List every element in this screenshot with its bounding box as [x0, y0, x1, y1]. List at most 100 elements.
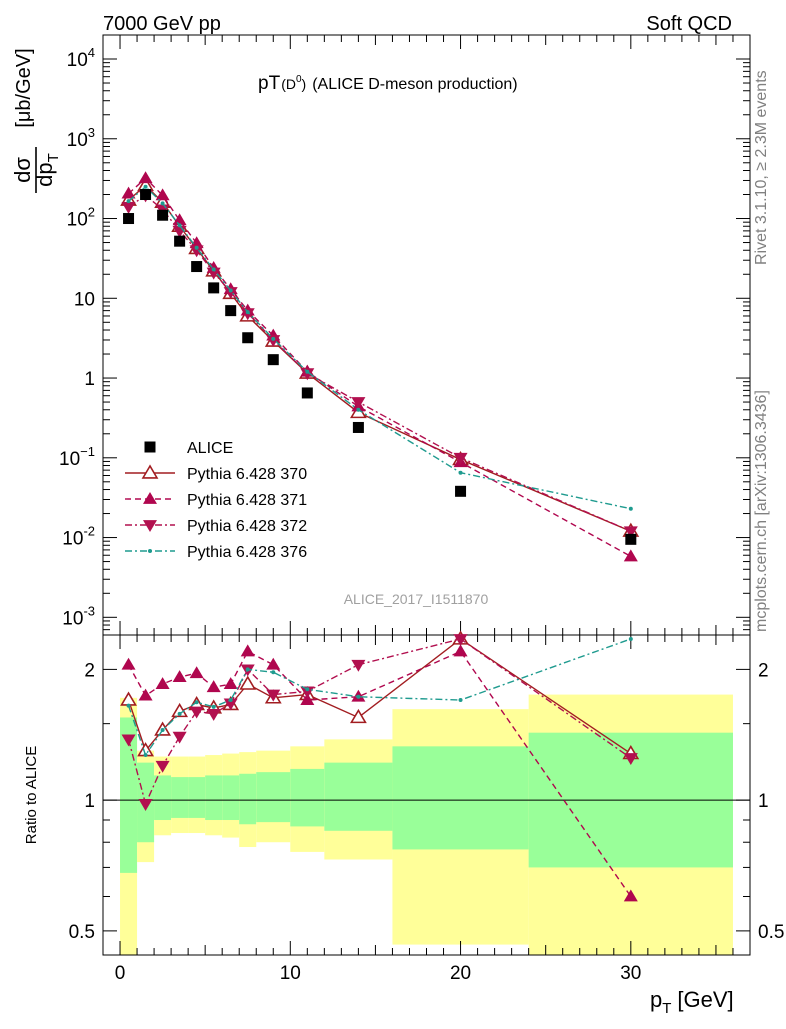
main-point	[352, 421, 364, 433]
xtick-label: 30	[620, 963, 641, 984]
legend-label: ALICE	[187, 440, 233, 457]
main-point	[189, 236, 204, 249]
ratio-point	[300, 686, 315, 699]
ratio-ytick-label-right: 1	[758, 791, 769, 812]
ratio-series-3	[126, 636, 633, 758]
main-point	[351, 397, 366, 410]
ratio-point	[458, 698, 463, 703]
xtick-label: 10	[280, 963, 301, 984]
ratio-point	[126, 703, 131, 708]
plot-title-rest: (ALICE D-meson production)	[312, 76, 517, 93]
ratio-point	[240, 644, 255, 657]
ratio-ytick-label-left: 2	[84, 660, 95, 681]
ratio-ytick-label-left: 0.5	[69, 922, 95, 943]
ratio-ytick-label-left: 1	[84, 791, 95, 812]
ratio-point	[356, 694, 361, 699]
ratio-point	[155, 760, 170, 773]
ratio-point	[211, 704, 216, 709]
legend-marker	[141, 464, 159, 479]
main-point	[305, 369, 310, 374]
ratio-point	[453, 634, 468, 646]
ratio-point	[143, 753, 148, 758]
main-ytick-label: 10−1	[59, 444, 95, 470]
ratio-point	[245, 667, 250, 672]
main-point	[160, 201, 165, 206]
main-point	[245, 310, 250, 315]
legend-label: Pythia 6.428 370	[187, 466, 307, 483]
main-point	[123, 213, 135, 225]
band-inner-11	[392, 746, 529, 850]
ratio-point	[121, 657, 136, 670]
ratio-point	[266, 689, 281, 702]
main-point	[191, 261, 203, 273]
legend-entry-0: ALICE	[144, 440, 233, 457]
main-series-line	[128, 185, 631, 510]
main-point	[172, 213, 187, 226]
main-point	[356, 407, 361, 412]
analysis-id: ALICE_2017_I1511870	[344, 591, 489, 607]
main-point	[455, 485, 467, 497]
ylabel-denominator: dpT	[32, 153, 62, 187]
main-point	[458, 470, 463, 475]
legend-marker	[143, 492, 157, 504]
legend: ALICE Pythia 6.428 370 Pythia 6.428 371 Pyt…	[125, 440, 307, 561]
plot-title-sup: 0	[296, 74, 302, 85]
main-point	[211, 267, 216, 272]
plot-title-main: pT	[258, 73, 281, 94]
ratio-point	[228, 698, 233, 703]
plot-title-close: )	[302, 76, 307, 92]
ratio-point	[623, 889, 638, 902]
legend-label: Pythia 6.428 372	[187, 518, 307, 535]
legend-marker	[148, 549, 152, 553]
main-point	[271, 336, 276, 341]
main-ytick-label: 1	[84, 369, 95, 390]
main-point	[189, 245, 204, 258]
ratio-point	[121, 734, 136, 747]
main-point	[121, 186, 136, 199]
ratio-point	[138, 688, 153, 701]
main-point	[242, 332, 254, 344]
plot-title-sub: (D	[281, 76, 296, 92]
legend-entry-2: Pythia 6.428 371	[125, 492, 307, 509]
legend-entry-4: Pythia 6.428 376	[125, 544, 307, 561]
ratio-point	[172, 670, 187, 682]
ratio-point	[138, 799, 153, 811]
legend-entry-1: Pythia 6.428 370	[125, 464, 307, 483]
ratio-series-1	[121, 644, 638, 902]
main-ytick-label: 10	[74, 289, 95, 310]
main-point	[174, 235, 186, 247]
plot-title: pT(D0) (ALICE D-meson production)	[258, 73, 518, 94]
ratio-point	[194, 700, 199, 705]
ratio-point	[155, 677, 170, 689]
band-inner-7	[239, 773, 257, 825]
band-inner-8	[256, 772, 291, 823]
main-point	[208, 282, 220, 294]
ratio-point	[305, 687, 310, 692]
main-ytick-label: 103	[67, 125, 95, 151]
legend-entry-3: Pythia 6.428 372	[125, 518, 307, 535]
main-point	[301, 387, 313, 399]
main-ytick-label: 10-2	[62, 524, 95, 550]
xtick-label: 0	[115, 963, 126, 984]
legend-label: Pythia 6.428 376	[187, 544, 307, 561]
main-point	[143, 184, 148, 189]
main-point	[194, 245, 199, 250]
header-right: Soft QCD	[646, 13, 732, 35]
ratio-ytick-label-right: 2	[758, 660, 769, 681]
ratio-point	[349, 708, 367, 724]
ratio-point	[300, 693, 315, 705]
ratio-point	[177, 711, 182, 716]
ratio-point	[206, 708, 221, 721]
legend-marker	[143, 520, 157, 532]
main-ytick-label: 10-3	[62, 603, 95, 629]
band-inner-2	[154, 775, 172, 821]
xlabel: pT [GeV]	[650, 987, 734, 1017]
mcplots-label: mcplots.cern.ch [arXiv:1306.3436]	[753, 390, 770, 632]
main-point	[155, 188, 170, 201]
main-point	[140, 189, 152, 201]
ratio-point	[266, 657, 281, 670]
main-point	[623, 526, 638, 539]
ratio-point	[189, 666, 204, 679]
